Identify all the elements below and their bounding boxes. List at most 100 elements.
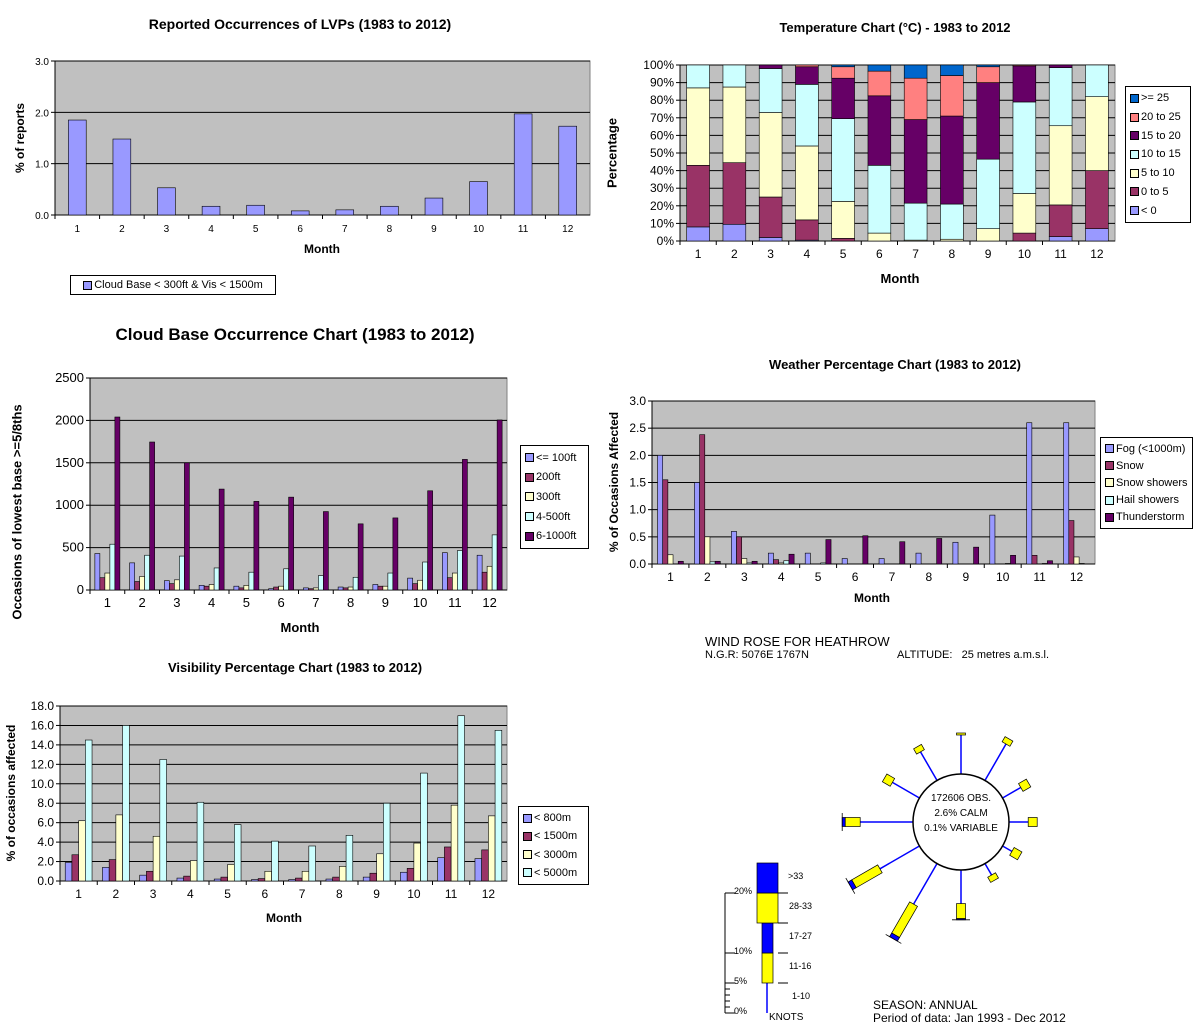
visibility-bar--800m (437, 857, 445, 882)
temperature-bar--25 (867, 64, 892, 72)
cloud-base-bar-300ft (208, 584, 215, 591)
lvp-y-tick-label: 0.0 (35, 211, 49, 222)
cloud-base-bar-200ft (377, 585, 384, 591)
lvp-chart-title: Reported Occurrences of LVPs (1983 to 20… (148, 16, 452, 32)
visibility-chart: 0.02.04.06.08.010.012.014.016.018.01 2 3 4 5… (31, 699, 508, 901)
temperature-bar-10-to-15 (831, 118, 855, 202)
weather-bar-thunderstorm (1047, 560, 1053, 565)
cloud-base-x-tick-label: 6 (278, 595, 285, 610)
visibility-bar--5000m (494, 730, 503, 882)
visibility-bar--5000m (234, 824, 242, 882)
legend-item: < 0 (1130, 205, 1186, 217)
legend-label: < 800m (534, 812, 571, 825)
temperature-y-tick-label: 70% (650, 111, 674, 125)
weather-x-tick-label: 1 (667, 570, 674, 584)
visibility-x-tick-label: 8 (336, 887, 343, 901)
cloud-base-bar-300ft (243, 585, 250, 591)
visibility-bar--5000m (345, 835, 354, 882)
legend-item: Fog (<1000m) (1105, 443, 1188, 455)
temperature-bar--25 (831, 64, 855, 68)
weather-x-tick-label: 12 (1070, 570, 1084, 584)
cloud-base-plot-area (89, 377, 508, 591)
temperature-bar-20-to-25 (976, 66, 1000, 83)
wind-speed-label: 1-10 (792, 991, 811, 1001)
visibility-legend: < 800m < 1500m < 3000m < 5000m (518, 806, 589, 885)
visibility-bar--1500m (406, 868, 415, 882)
weather-x-tick-label: 6 (852, 570, 859, 584)
visibility-bar--1500m (481, 849, 489, 882)
temperature-bar-5-to-10 (1085, 96, 1109, 171)
weather-y-tick-label: 0.5 (629, 530, 646, 544)
visibility-bar--5000m (308, 845, 316, 882)
cloud-base-bar-300ft (417, 579, 423, 591)
visibility-bar--800m (102, 867, 110, 882)
cloud-base-x-tick-label: 11 (448, 595, 462, 610)
temperature-bar-5-to-10 (1012, 193, 1037, 234)
visibility-bar--3000m (115, 814, 123, 882)
wind-bar-cap (885, 934, 902, 944)
visibility-bar--1500m (108, 859, 117, 882)
weather-x-tick-label: 9 (962, 570, 969, 584)
wind-key-strong-wide (756, 862, 779, 894)
wind-bar-mid (844, 817, 861, 827)
cloud-base-bar-6-1000ft (462, 459, 468, 591)
cloud-base-x-tick-label: 4 (208, 595, 215, 610)
temperature-bar-15-to-20 (867, 95, 892, 166)
lvp-bar-cloud-base-300ft-vis-1500m (558, 125, 577, 216)
legend-item: 300ft (525, 491, 584, 503)
temperature-y-tick-label: 30% (650, 181, 674, 195)
legend-label: 0 to 5 (1141, 185, 1169, 198)
cloud-base-y-tick-label: 2000 (55, 412, 84, 427)
temperature-bar-10-to-15 (795, 84, 819, 147)
wind-rose-period: Period of data: Jan 1993 - Dec 2012 (873, 1011, 1066, 1025)
wind-bar-mid (956, 732, 966, 736)
cloud-base-bar-6-1000ft (184, 462, 190, 591)
wind-bar-strong (841, 817, 846, 827)
visibility-bar--800m (474, 858, 482, 882)
cloud-base-bar-300ft (104, 572, 111, 591)
cloud-base-bar-4-500ft (283, 568, 289, 591)
temperature-bar-10-to-15 (940, 203, 964, 240)
cloud-base-bar-300ft (278, 585, 284, 591)
cloud-base-bar--100ft (94, 553, 101, 591)
weather-bar-hail-showers (1078, 563, 1085, 565)
legend-label: 6-1000ft (536, 530, 577, 543)
temperature-bar-10-to-15 (1085, 64, 1109, 97)
legend-swatch (525, 453, 534, 463)
temperature-bar-5-to-10 (976, 228, 1000, 242)
legend-label: >= 25 (1141, 92, 1170, 105)
temperature-x-tick-label: 12 (1090, 247, 1104, 261)
wind-bar-mid (1009, 847, 1023, 861)
visibility-bar--3000m (488, 815, 496, 882)
weather-bar-fog-1000m- (878, 558, 885, 565)
lvp-bar-cloud-base-300ft-vis-1500m (513, 113, 533, 216)
wind-rose-key (724, 862, 788, 1014)
visibility-y-axis-title: % of occasions affected (4, 724, 18, 862)
weather-bar-thunderstorm (1010, 555, 1016, 565)
cloud-base-x-tick-label: 1 (104, 595, 111, 610)
visibility-bar--800m (362, 876, 371, 882)
cloud-base-y-tick-label: 1000 (55, 497, 84, 512)
legend-label: Hail showers (1116, 494, 1179, 507)
legend-item: <= 100ft (525, 452, 584, 464)
visibility-x-tick-label: 3 (150, 887, 157, 901)
cloud-base-bar-4-500ft (179, 555, 185, 591)
cloud-base-bar--100ft (268, 588, 274, 591)
temperature-bar-0-to-5 (758, 196, 783, 238)
wind-rose-obs: 172606 OBS. (930, 793, 992, 804)
cloud-base-bar-6-1000ft (323, 511, 329, 591)
visibility-y-tick-label: 16.0 (31, 718, 55, 732)
weather-x-tick-label: 4 (778, 570, 785, 584)
temperature-y-tick-label: 50% (650, 146, 674, 160)
cloud-base-bar--100ft (372, 584, 379, 591)
weather-bar-fog-1000m- (694, 482, 700, 565)
weather-bar-fog-1000m- (767, 552, 774, 565)
wind-bar-mid (913, 743, 925, 755)
temperature-bar-10-to-15 (903, 202, 928, 241)
lvp-plot-area (54, 60, 591, 216)
cloud-base-bar-4-500ft (144, 554, 150, 591)
weather-bar-fog-1000m- (1026, 422, 1033, 565)
legend-item: 4-500ft (525, 511, 584, 523)
wind-speed-label: 17-27 (789, 931, 813, 941)
cloud-base-bar-4-500ft (491, 534, 498, 591)
